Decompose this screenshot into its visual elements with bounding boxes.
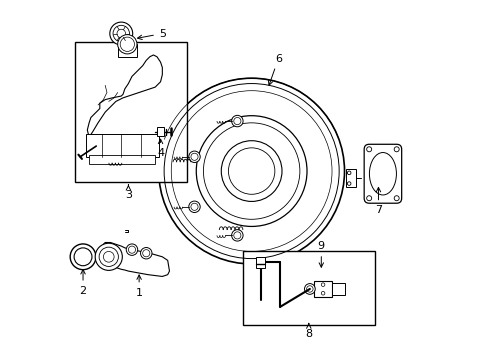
Text: 9: 9 bbox=[317, 241, 324, 267]
Bar bbox=[85, 134, 159, 157]
Text: 4: 4 bbox=[157, 139, 164, 158]
Circle shape bbox=[159, 78, 344, 264]
Circle shape bbox=[70, 244, 96, 270]
Bar bbox=[346, 169, 356, 187]
Circle shape bbox=[95, 243, 122, 270]
Text: 5: 5 bbox=[137, 28, 165, 40]
Circle shape bbox=[231, 230, 243, 241]
Circle shape bbox=[188, 201, 200, 212]
Circle shape bbox=[110, 22, 132, 45]
Bar bbox=[89, 155, 155, 164]
Circle shape bbox=[393, 147, 398, 152]
Bar bbox=[75, 42, 187, 182]
Circle shape bbox=[140, 248, 152, 259]
Circle shape bbox=[304, 284, 315, 294]
Text: 2: 2 bbox=[80, 270, 86, 296]
Circle shape bbox=[231, 115, 243, 127]
Bar bbox=[242, 251, 374, 325]
Circle shape bbox=[366, 196, 371, 201]
Ellipse shape bbox=[368, 153, 396, 195]
FancyBboxPatch shape bbox=[364, 144, 401, 203]
Text: 8: 8 bbox=[305, 324, 312, 339]
Circle shape bbox=[126, 244, 138, 255]
Text: 3: 3 bbox=[124, 185, 132, 201]
Circle shape bbox=[188, 151, 200, 162]
Bar bbox=[118, 44, 137, 57]
Circle shape bbox=[393, 196, 398, 201]
Text: 6: 6 bbox=[268, 54, 282, 85]
Bar bbox=[157, 127, 164, 136]
Circle shape bbox=[118, 35, 137, 54]
Bar bbox=[256, 257, 264, 267]
Text: 1: 1 bbox=[135, 275, 142, 297]
Text: 7: 7 bbox=[374, 188, 381, 215]
Circle shape bbox=[366, 147, 371, 152]
Bar bbox=[313, 281, 331, 297]
Bar bbox=[331, 283, 344, 295]
